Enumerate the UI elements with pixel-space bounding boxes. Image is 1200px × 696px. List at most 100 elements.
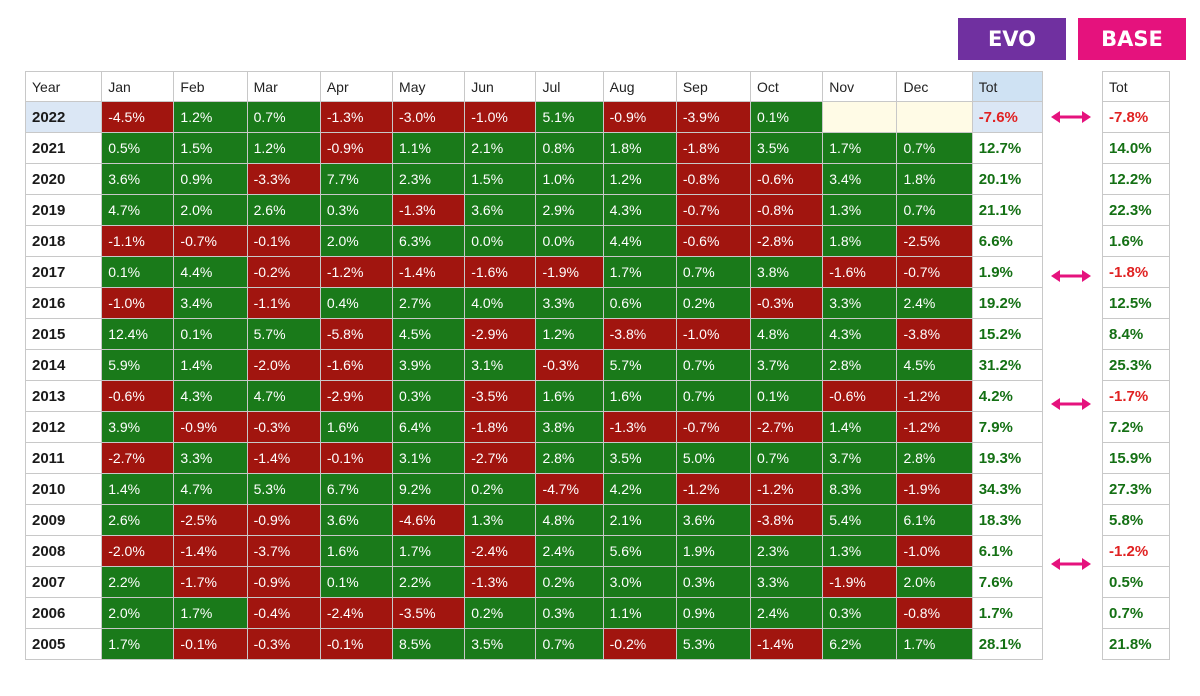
- month-return-cell[interactable]: 8.5%: [392, 628, 466, 660]
- month-return-cell[interactable]: -1.0%: [896, 535, 973, 567]
- month-return-cell[interactable]: -3.5%: [392, 597, 466, 629]
- month-return-cell[interactable]: -0.1%: [173, 628, 248, 660]
- table-row[interactable]: 2013 -0.6% 4.3% 4.7% -2.9% 0.3% -3.5% 1.6% 1.6% 0…: [24, 380, 1044, 412]
- month-return-cell[interactable]: 2.8%: [535, 442, 604, 474]
- evo-total-cell[interactable]: 18.3%: [971, 504, 1044, 536]
- month-return-cell[interactable]: -1.2%: [750, 473, 824, 505]
- column-header-oct[interactable]: Oct: [750, 71, 824, 102]
- month-return-cell[interactable]: 3.3%: [750, 566, 824, 598]
- month-return-cell[interactable]: 1.2%: [535, 318, 604, 350]
- month-return-cell[interactable]: -0.1%: [319, 442, 394, 474]
- year-cell[interactable]: 2020: [24, 163, 103, 195]
- month-return-cell[interactable]: [822, 101, 898, 133]
- month-return-cell[interactable]: -1.9%: [896, 473, 973, 505]
- month-return-cell[interactable]: 0.2%: [675, 287, 752, 319]
- month-return-cell[interactable]: 3.6%: [319, 504, 394, 536]
- month-return-cell[interactable]: 2.0%: [101, 597, 175, 629]
- month-return-cell[interactable]: 3.5%: [602, 442, 677, 474]
- base-total-cell[interactable]: -1.2%: [1102, 535, 1170, 567]
- month-return-cell[interactable]: 2.3%: [392, 163, 466, 195]
- month-return-cell[interactable]: 8.3%: [822, 473, 898, 505]
- month-return-cell[interactable]: -3.5%: [464, 380, 537, 412]
- column-header-year[interactable]: Year: [24, 71, 103, 102]
- month-return-cell[interactable]: -2.7%: [101, 442, 175, 474]
- month-return-cell[interactable]: 1.8%: [822, 225, 898, 257]
- month-return-cell[interactable]: -0.1%: [319, 628, 394, 660]
- base-total-cell[interactable]: 0.7%: [1102, 597, 1170, 629]
- month-return-cell[interactable]: 1.9%: [675, 535, 752, 567]
- month-return-cell[interactable]: 3.0%: [602, 566, 677, 598]
- month-return-cell[interactable]: 6.7%: [319, 473, 394, 505]
- month-return-cell[interactable]: 2.4%: [750, 597, 824, 629]
- year-cell[interactable]: 2008: [24, 535, 103, 567]
- month-return-cell[interactable]: 3.6%: [464, 194, 537, 226]
- base-total-cell[interactable]: -7.8%: [1102, 101, 1170, 133]
- month-return-cell[interactable]: 0.7%: [750, 442, 824, 474]
- month-return-cell[interactable]: 1.3%: [822, 535, 898, 567]
- month-return-cell[interactable]: 0.1%: [173, 318, 248, 350]
- month-return-cell[interactable]: -2.9%: [319, 380, 394, 412]
- evo-total-cell[interactable]: 6.6%: [971, 225, 1044, 257]
- month-return-cell[interactable]: -2.5%: [173, 504, 248, 536]
- month-return-cell[interactable]: 0.8%: [535, 132, 604, 164]
- month-return-cell[interactable]: -0.2%: [246, 256, 321, 288]
- month-return-cell[interactable]: -1.0%: [675, 318, 752, 350]
- evo-total-cell[interactable]: 7.6%: [971, 566, 1044, 598]
- month-return-cell[interactable]: 2.9%: [535, 194, 604, 226]
- month-return-cell[interactable]: 2.0%: [896, 566, 973, 598]
- month-return-cell[interactable]: 5.6%: [602, 535, 677, 567]
- column-header-mar[interactable]: Mar: [246, 71, 321, 102]
- month-return-cell[interactable]: -4.5%: [101, 101, 175, 133]
- month-return-cell[interactable]: 0.3%: [319, 194, 394, 226]
- base-total-cell[interactable]: -1.7%: [1102, 380, 1170, 412]
- month-return-cell[interactable]: -1.2%: [896, 411, 973, 443]
- month-return-cell[interactable]: 1.3%: [822, 194, 898, 226]
- base-total-cell[interactable]: 25.3%: [1102, 349, 1170, 381]
- evo-total-cell[interactable]: 7.9%: [971, 411, 1044, 443]
- month-return-cell[interactable]: 3.7%: [822, 442, 898, 474]
- month-return-cell[interactable]: -1.6%: [319, 349, 394, 381]
- month-return-cell[interactable]: 1.7%: [101, 628, 175, 660]
- year-cell[interactable]: 2009: [24, 504, 103, 536]
- month-return-cell[interactable]: 3.1%: [464, 349, 537, 381]
- table-row[interactable]: 2015 12.4% 0.1% 5.7% -5.8% 4.5% -2.9% 1.2% -3.8%…: [24, 318, 1044, 350]
- table-row[interactable]: 2016 -1.0% 3.4% -1.1% 0.4% 2.7% 4.0% 3.3% 0.6% 0.…: [24, 287, 1044, 319]
- table-row[interactable]: 2008 -2.0% -1.4% -3.7% 1.6% 1.7% -2.4% 2.4% 5.6%…: [24, 535, 1044, 567]
- base-total-cell[interactable]: 5.8%: [1102, 504, 1170, 536]
- base-total-cell[interactable]: 22.3%: [1102, 194, 1170, 226]
- month-return-cell[interactable]: 0.1%: [750, 101, 824, 133]
- month-return-cell[interactable]: -1.3%: [392, 194, 466, 226]
- month-return-cell[interactable]: -0.8%: [675, 163, 752, 195]
- month-return-cell[interactable]: -1.3%: [602, 411, 677, 443]
- table-row[interactable]: 2010 1.4% 4.7% 5.3% 6.7% 9.2% 0.2% -4.7% 4.2% -1.…: [24, 473, 1044, 505]
- month-return-cell[interactable]: -3.0%: [392, 101, 466, 133]
- month-return-cell[interactable]: 0.7%: [675, 256, 752, 288]
- month-return-cell[interactable]: -3.8%: [896, 318, 973, 350]
- year-cell[interactable]: 2019: [24, 194, 103, 226]
- month-return-cell[interactable]: -0.6%: [675, 225, 752, 257]
- base-total-cell[interactable]: 27.3%: [1102, 473, 1170, 505]
- year-cell[interactable]: 2012: [24, 411, 103, 443]
- month-return-cell[interactable]: 2.6%: [101, 504, 175, 536]
- month-return-cell[interactable]: 5.4%: [822, 504, 898, 536]
- year-cell[interactable]: 2017: [24, 256, 103, 288]
- month-return-cell[interactable]: 1.6%: [535, 380, 604, 412]
- month-return-cell[interactable]: -1.7%: [173, 566, 248, 598]
- month-return-cell[interactable]: 0.3%: [822, 597, 898, 629]
- month-return-cell[interactable]: 0.0%: [535, 225, 604, 257]
- month-return-cell[interactable]: 1.7%: [896, 628, 973, 660]
- month-return-cell[interactable]: 3.5%: [464, 628, 537, 660]
- base-total-cell[interactable]: 12.2%: [1102, 163, 1170, 195]
- month-return-cell[interactable]: 1.5%: [173, 132, 248, 164]
- month-return-cell[interactable]: 0.3%: [675, 566, 752, 598]
- evo-total-cell[interactable]: 1.7%: [971, 597, 1044, 629]
- month-return-cell[interactable]: -1.9%: [535, 256, 604, 288]
- month-return-cell[interactable]: 4.3%: [822, 318, 898, 350]
- month-return-cell[interactable]: 5.1%: [535, 101, 604, 133]
- month-return-cell[interactable]: -3.9%: [675, 101, 752, 133]
- table-row[interactable]: 2007 2.2% -1.7% -0.9% 0.1% 2.2% -1.3% 0.2% 3.0% 0…: [24, 566, 1044, 598]
- month-return-cell[interactable]: 5.3%: [246, 473, 321, 505]
- month-return-cell[interactable]: 0.2%: [464, 597, 537, 629]
- column-header-feb[interactable]: Feb: [173, 71, 248, 102]
- month-return-cell[interactable]: 2.6%: [246, 194, 321, 226]
